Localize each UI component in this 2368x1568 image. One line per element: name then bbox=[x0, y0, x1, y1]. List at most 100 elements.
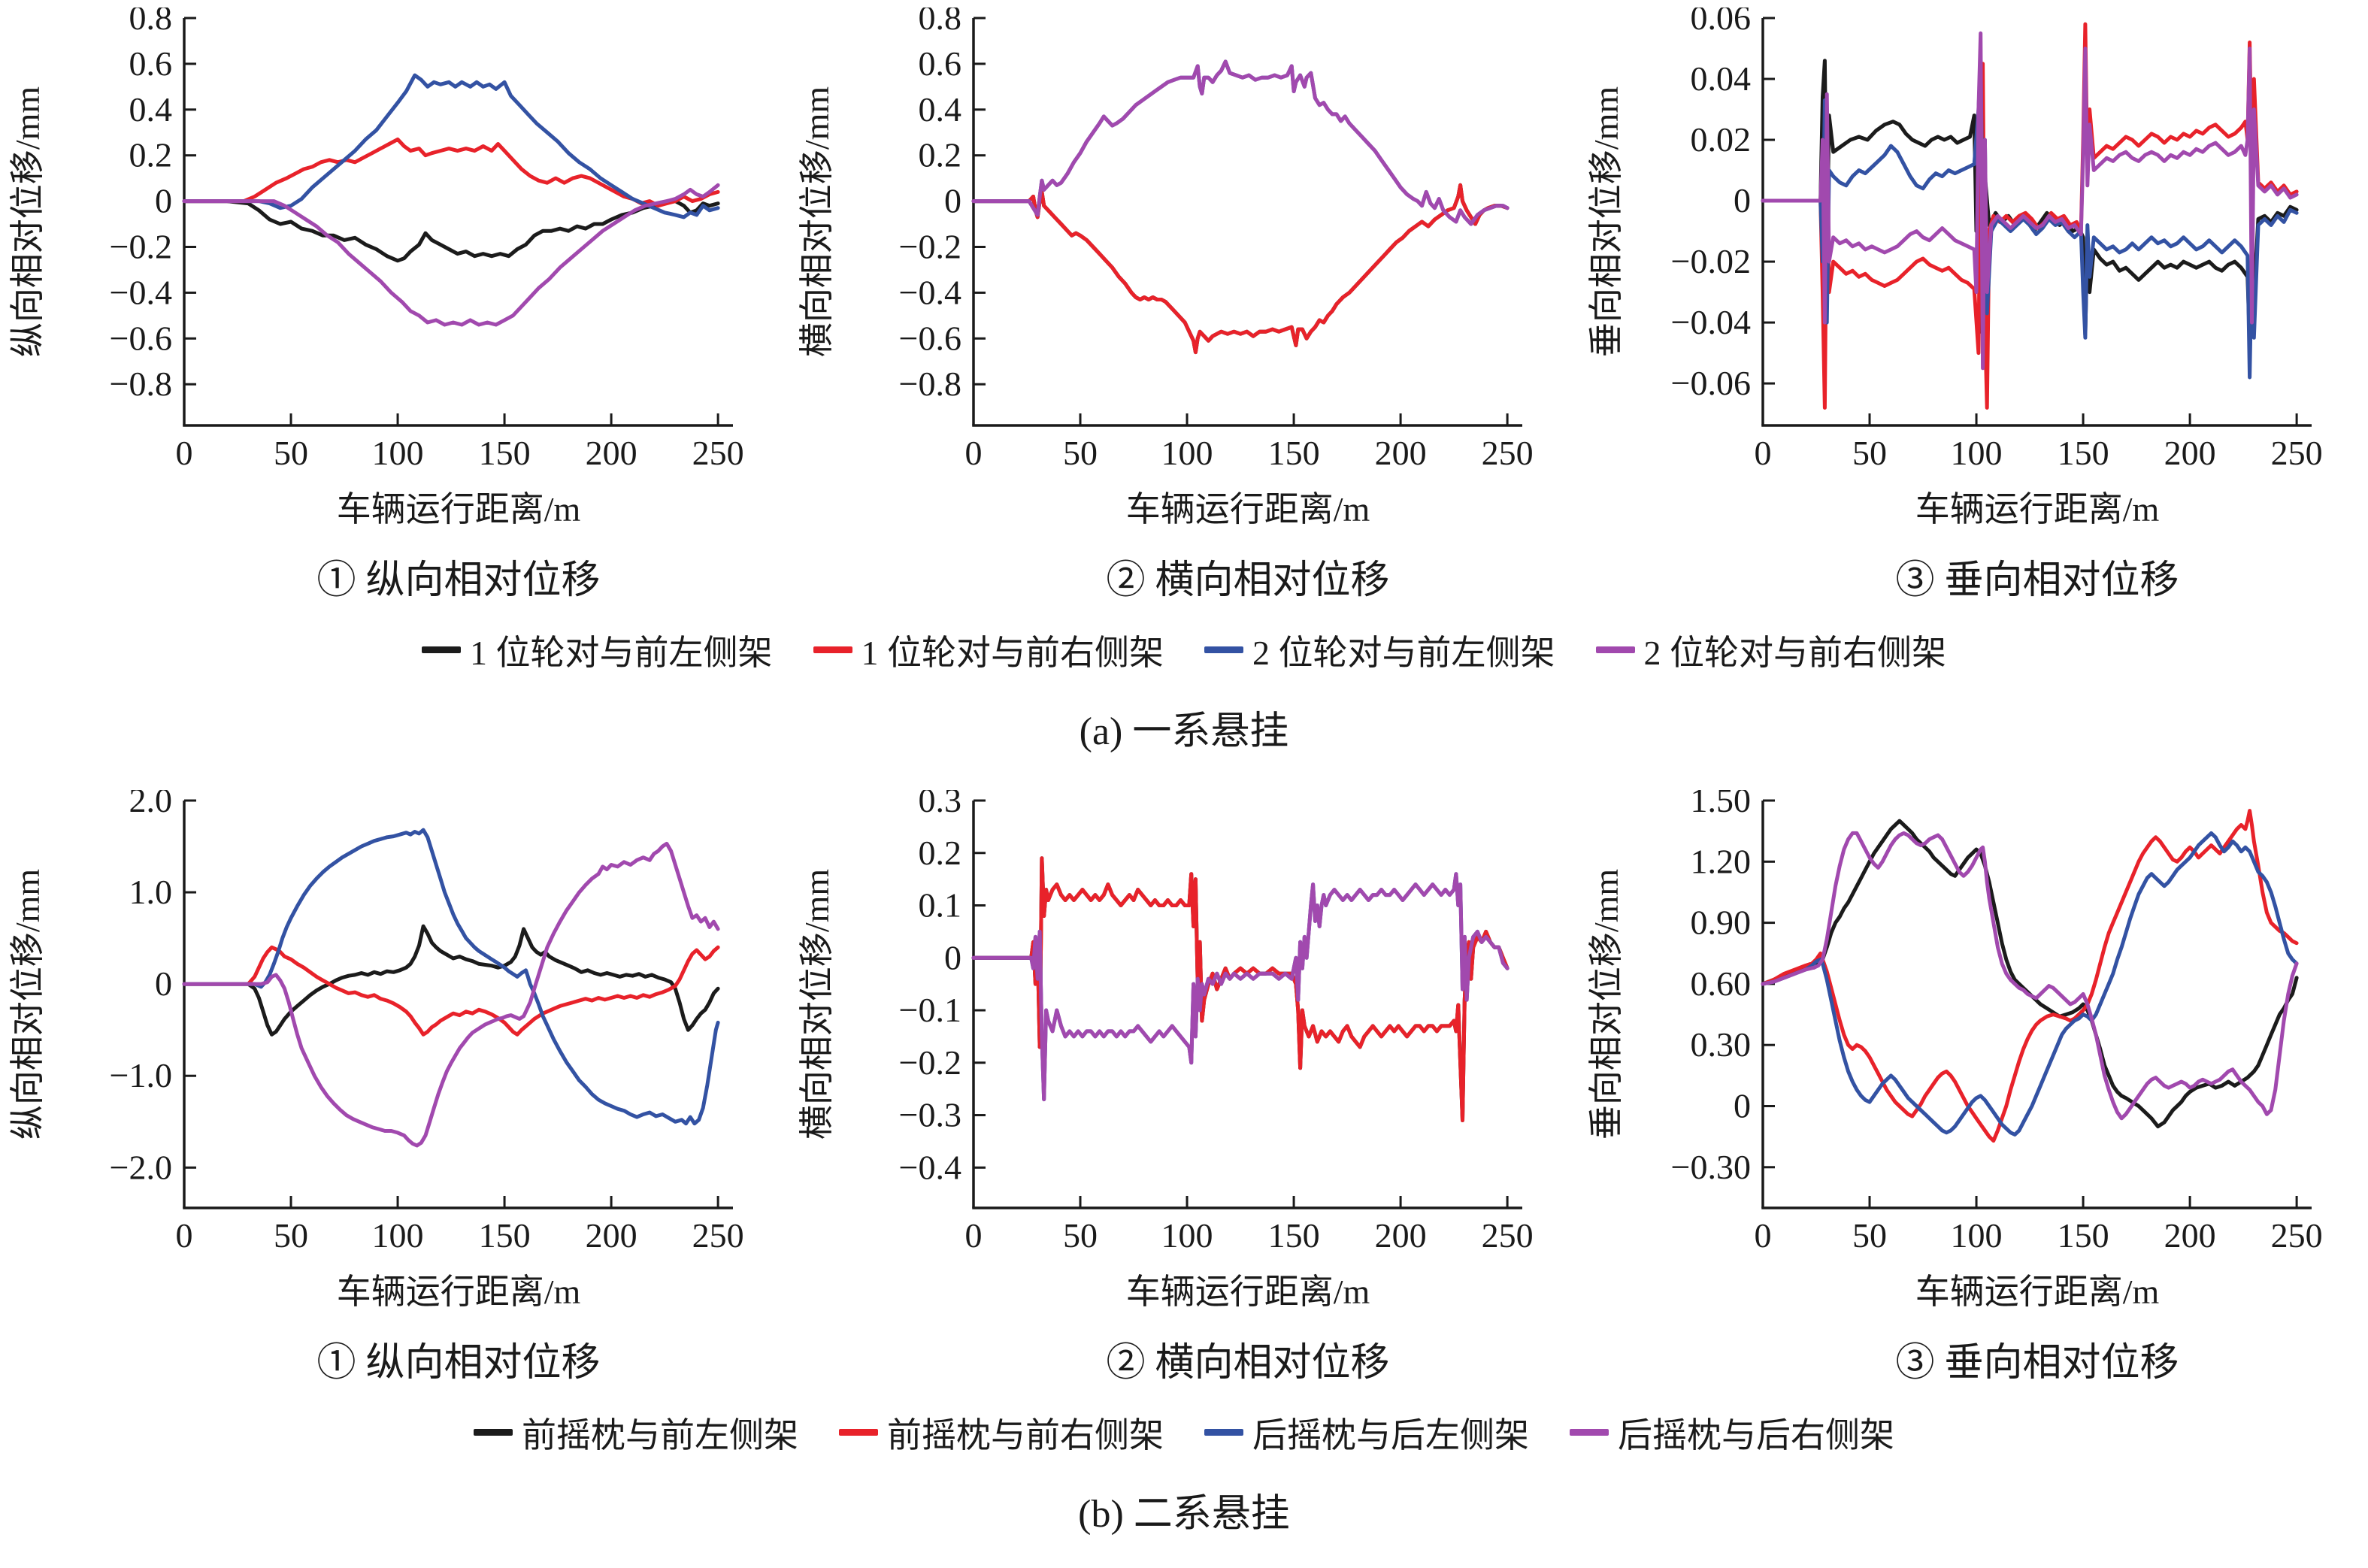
svg-text:1.20: 1.20 bbox=[1691, 842, 1752, 880]
chart-canvas-a3: 0.060.040.020−0.02−0.04−0.060 50 100 150 200… bbox=[1587, 8, 2323, 472]
svg-text:100: 100 bbox=[1161, 434, 1213, 472]
svg-text:0: 0 bbox=[155, 964, 172, 1003]
legend-swatch-black bbox=[474, 1429, 513, 1436]
svg-text:150: 150 bbox=[479, 434, 531, 472]
chart-a-lateral: 0.8 0.6 0.4 0.2 0 −0.2 −0.4 −0.6 −0.8 0 50 100 150 20… bbox=[789, 8, 1579, 604]
svg-text:−0.04: −0.04 bbox=[1671, 303, 1751, 341]
chart-canvas-a1: 0.80.60.40.20−0.2−0.4−0.6−0.80 50 100 150 20… bbox=[8, 8, 744, 472]
legend-label: 前摇枕与前右侧架 bbox=[887, 1415, 1164, 1454]
svg-text:150: 150 bbox=[1268, 1216, 1320, 1255]
svg-text:250: 250 bbox=[1482, 434, 1534, 472]
x-axis-label: 车辆运行距离/m bbox=[336, 490, 581, 528]
chart-b-longitudinal: 2.0 1.0 0 −1.0 −2.0 0 50 100 150 200 250 纵向相对位移/mm … bbox=[0, 790, 789, 1387]
svg-text:50: 50 bbox=[1063, 434, 1098, 472]
svg-text:0.2: 0.2 bbox=[919, 834, 962, 872]
svg-text:−1.0: −1.0 bbox=[110, 1056, 172, 1094]
legend-label: 1 位轮对与前右侧架 bbox=[861, 633, 1164, 672]
svg-text:1.50: 1.50 bbox=[1691, 790, 1752, 819]
svg-text:0.60: 0.60 bbox=[1691, 964, 1752, 1003]
svg-text:150: 150 bbox=[1268, 434, 1320, 472]
svg-text:150: 150 bbox=[2058, 1216, 2109, 1255]
panel-b: 2.0 1.0 0 −1.0 −2.0 0 50 100 150 200 250 纵向相对位移/mm … bbox=[0, 790, 2368, 1538]
svg-text:−0.06: −0.06 bbox=[1671, 364, 1751, 402]
svg-text:0: 0 bbox=[944, 938, 961, 976]
legend-label: 2 位轮对与前右侧架 bbox=[1643, 633, 1947, 672]
svg-text:200: 200 bbox=[586, 434, 637, 472]
x-axis-label: 车辆运行距离/m bbox=[1915, 1272, 2160, 1311]
chart-subtitle: ③ 垂向相对位移 bbox=[1895, 558, 2179, 602]
svg-text:0.1: 0.1 bbox=[919, 885, 962, 924]
legend-label: 后摇枕与后左侧架 bbox=[1252, 1415, 1529, 1454]
svg-text:0: 0 bbox=[965, 1216, 983, 1255]
svg-text:0: 0 bbox=[176, 1216, 193, 1255]
chart-b-vertical: 1.50 1.20 0.90 0.60 0.30 0 −0.30 0 50 100 150 200 25… bbox=[1579, 790, 2368, 1387]
legend-item: 1 位轮对与前右侧架 bbox=[813, 625, 1164, 675]
svg-text:−0.3: −0.3 bbox=[899, 1095, 961, 1134]
svg-text:0: 0 bbox=[1734, 1086, 1751, 1125]
svg-text:−0.4: −0.4 bbox=[899, 273, 961, 311]
legend-swatch-purple bbox=[1595, 646, 1635, 654]
svg-text:250: 250 bbox=[692, 1216, 744, 1255]
chart-subtitle: ② 横向相对位移 bbox=[1106, 1341, 1390, 1385]
svg-text:−0.1: −0.1 bbox=[899, 991, 961, 1029]
svg-text:0.8: 0.8 bbox=[129, 8, 173, 37]
svg-text:50: 50 bbox=[1063, 1216, 1098, 1255]
svg-text:−0.6: −0.6 bbox=[899, 319, 961, 357]
x-axis-label: 车辆运行距离/m bbox=[336, 1272, 581, 1311]
svg-text:0: 0 bbox=[155, 182, 172, 220]
svg-text:−0.8: −0.8 bbox=[110, 365, 172, 403]
svg-text:−2.0: −2.0 bbox=[110, 1148, 172, 1186]
svg-text:纵向相对位移/mm: 纵向相对位移/mm bbox=[8, 86, 47, 358]
legend-swatch-purple bbox=[1570, 1429, 1609, 1436]
svg-text:100: 100 bbox=[1951, 1216, 2003, 1255]
legend-item: 前摇枕与前右侧架 bbox=[839, 1408, 1164, 1458]
svg-text:0: 0 bbox=[176, 434, 193, 472]
svg-text:−0.4: −0.4 bbox=[110, 273, 172, 311]
svg-text:0: 0 bbox=[1755, 434, 1772, 472]
svg-text:100: 100 bbox=[1161, 1216, 1213, 1255]
svg-text:0.4: 0.4 bbox=[919, 90, 962, 129]
legend-label: 2 位轮对与前左侧架 bbox=[1252, 633, 1555, 672]
panel-a: 0.8 0.6 0.4 0.2 0 −0.2 −0.4 −0.6 −0.8 0 50 100 150 20… bbox=[0, 8, 2368, 755]
chart-a-longitudinal: 0.8 0.6 0.4 0.2 0 −0.2 −0.4 −0.6 −0.8 0 50 100 150 20… bbox=[0, 8, 789, 604]
svg-text:0.6: 0.6 bbox=[919, 44, 962, 83]
svg-text:−0.8: −0.8 bbox=[899, 365, 961, 403]
svg-text:200: 200 bbox=[586, 1216, 637, 1255]
svg-text:50: 50 bbox=[274, 434, 308, 472]
svg-text:−0.02: −0.02 bbox=[1671, 242, 1751, 280]
legend-swatch-black bbox=[422, 646, 461, 654]
chart-subtitle: ② 横向相对位移 bbox=[1106, 558, 1390, 602]
svg-text:0.6: 0.6 bbox=[129, 44, 173, 83]
chart-subtitle: ① 纵向相对位移 bbox=[316, 558, 601, 602]
svg-text:250: 250 bbox=[2271, 1216, 2323, 1255]
panel-b-caption: (b) 二系悬挂 bbox=[1078, 1492, 1290, 1536]
chart-subtitle: ① 纵向相对位移 bbox=[316, 1341, 601, 1385]
svg-text:50: 50 bbox=[1852, 1216, 1887, 1255]
svg-text:250: 250 bbox=[692, 434, 744, 472]
svg-text:2.0: 2.0 bbox=[129, 790, 173, 819]
legend-swatch-red bbox=[813, 646, 852, 654]
chart-canvas-b3: 1.501.200.900.600.300−0.300 50 100 150 200 25… bbox=[1587, 790, 2323, 1255]
svg-text:垂向相对位移/mm: 垂向相对位移/mm bbox=[1587, 869, 1625, 1140]
x-axis-label: 车辆运行距离/m bbox=[1125, 490, 1370, 528]
svg-text:150: 150 bbox=[2058, 434, 2109, 472]
svg-text:1.0: 1.0 bbox=[129, 873, 173, 911]
svg-text:0: 0 bbox=[1755, 1216, 1772, 1255]
svg-text:0: 0 bbox=[1734, 181, 1751, 219]
svg-text:50: 50 bbox=[274, 1216, 308, 1255]
panel-b-charts-row: 2.0 1.0 0 −1.0 −2.0 0 50 100 150 200 250 纵向相对位移/mm … bbox=[0, 790, 2368, 1387]
svg-text:0.8: 0.8 bbox=[919, 8, 962, 37]
svg-text:250: 250 bbox=[1482, 1216, 1534, 1255]
legend-item: 后摇枕与后左侧架 bbox=[1204, 1408, 1529, 1458]
svg-text:0.2: 0.2 bbox=[919, 136, 962, 174]
svg-text:纵向相对位移/mm: 纵向相对位移/mm bbox=[8, 869, 47, 1140]
chart-b-lateral: 0.3 0.2 0.1 0 −0.1 −0.2 −0.3 −0.4 0 50 100 150 200 25… bbox=[789, 790, 1579, 1387]
svg-text:0.04: 0.04 bbox=[1691, 59, 1752, 98]
svg-text:−0.2: −0.2 bbox=[899, 1043, 961, 1082]
svg-text:0: 0 bbox=[944, 182, 961, 220]
chart-subtitle: ③ 垂向相对位移 bbox=[1895, 1341, 2179, 1385]
x-axis-label: 车辆运行距离/m bbox=[1915, 490, 2160, 528]
